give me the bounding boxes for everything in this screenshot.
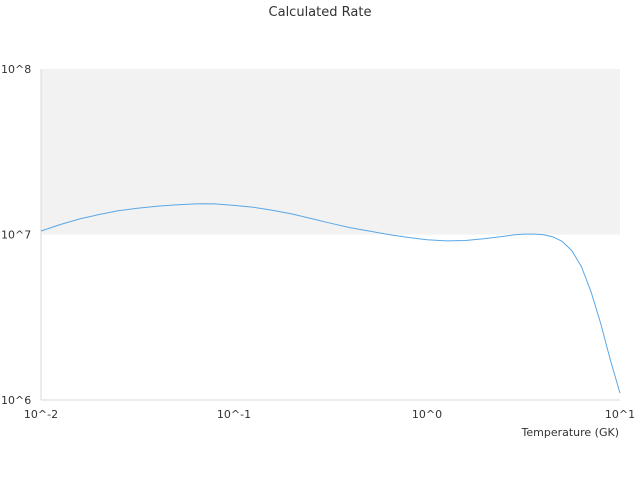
chart-title: Calculated Rate (269, 5, 372, 20)
x-tick-label: 10^0 (412, 408, 442, 421)
y-tick-labels: 10^6 10^7 10^8 (1, 63, 31, 407)
x-tick-label: 10^1 (605, 408, 635, 421)
x-tick-label: 10^-2 (24, 408, 58, 421)
series-line (40, 203, 621, 394)
x-tick-label: 10^-1 (217, 408, 251, 421)
y-tick-label: 10^6 (1, 394, 31, 407)
x-tick-labels: 10^-2 10^-1 10^0 10^1 (24, 408, 635, 421)
x-axis-label: Temperature (GK) (521, 426, 620, 439)
y-tick-label: 10^8 (1, 63, 31, 76)
shaded-band (41, 69, 620, 235)
y-tick-label: 10^7 (1, 229, 31, 242)
